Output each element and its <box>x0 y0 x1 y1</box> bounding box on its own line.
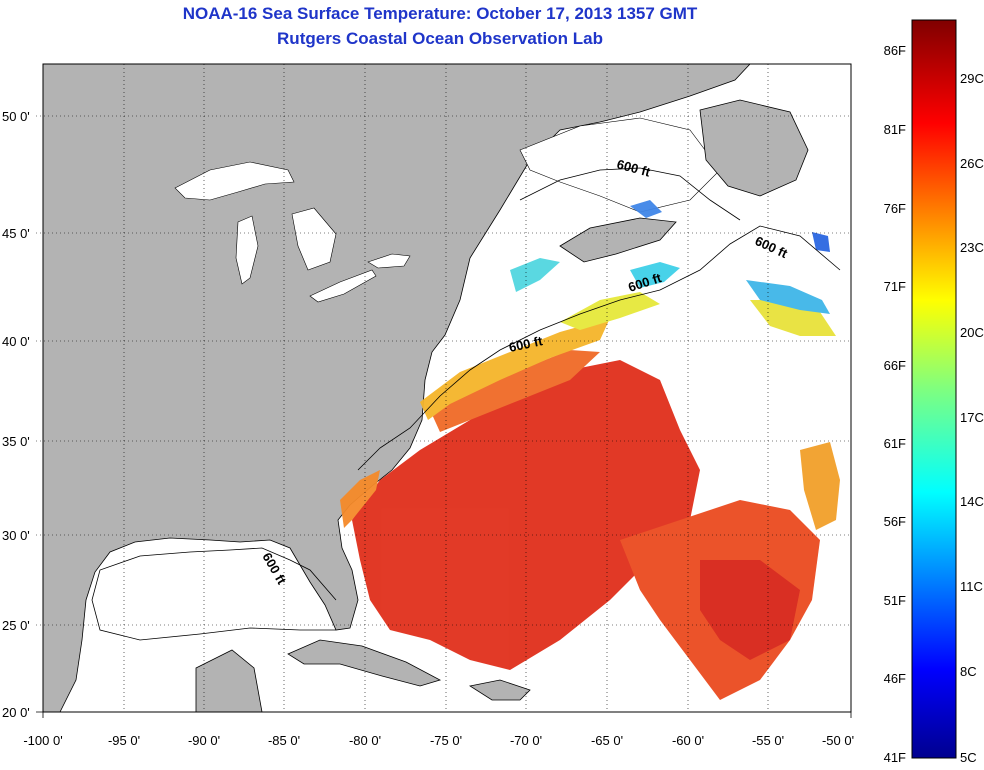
lon-tick-label: -100 0' <box>23 733 62 748</box>
colorbar-f-label: 66F <box>884 358 906 373</box>
colorbar-c-label: 5C <box>960 750 977 765</box>
lon-tick-label: -95 0' <box>108 733 140 748</box>
lon-tick-label: -55 0' <box>752 733 784 748</box>
lake-superior <box>174 161 295 201</box>
colorbar-gradient <box>911 19 957 759</box>
lon-tick-label: -75 0' <box>430 733 462 748</box>
lat-tick-label: 45 0' <box>2 226 30 241</box>
newfoundland-land <box>699 99 809 197</box>
hispaniola-land <box>468 679 531 701</box>
colorbar: 86F 81F 76F 71F 66F 61F 56F 51F 46F 41F … <box>884 19 984 765</box>
lat-tick-label: 40 0' <box>2 334 30 349</box>
colorbar-f-label: 46F <box>884 671 906 686</box>
colorbar-f-label: 61F <box>884 436 906 451</box>
lat-tick-label: 25 0' <box>2 618 30 633</box>
lon-tick-label: -50 0' <box>822 733 854 748</box>
colorbar-c-label: 8C <box>960 664 977 679</box>
cuba-land <box>287 639 442 687</box>
yucatan-land <box>195 649 263 712</box>
colorbar-f-label: 41F <box>884 750 906 765</box>
colorbar-f-label: 71F <box>884 279 906 294</box>
colorbar-c-label: 26C <box>960 156 984 171</box>
lat-tick-label: 30 0' <box>2 528 30 543</box>
colorbar-c-label: 14C <box>960 494 984 509</box>
colorbar-f-label: 51F <box>884 593 906 608</box>
nova-scotia-land <box>559 217 677 263</box>
lon-tick-label: -65 0' <box>591 733 623 748</box>
map-title: NOAA-16 Sea Surface Temperature: October… <box>182 4 698 23</box>
colorbar-f-label: 86F <box>884 43 906 58</box>
map-subtitle: Rutgers Coastal Ocean Observation Lab <box>277 29 603 48</box>
lat-tick-label: 35 0' <box>2 434 30 449</box>
lat-tick-label: 20 0' <box>2 705 30 720</box>
lake-ontario <box>367 253 411 269</box>
colorbar-f-label: 81F <box>884 122 906 137</box>
colorbar-c-label: 23C <box>960 240 984 255</box>
lon-tick-label: -60 0' <box>672 733 704 748</box>
colorbar-c-label: 11C <box>960 579 983 594</box>
lat-tick-label: 50 0' <box>2 109 30 124</box>
colorbar-c-label: 17C <box>960 410 984 425</box>
lon-tick-label: -85 0' <box>268 733 300 748</box>
contour-label: 600 ft <box>508 333 545 355</box>
gulf-of-st-lawrence <box>519 117 721 213</box>
depth-contour-600ft <box>357 225 841 471</box>
colorbar-c-label: 20C <box>960 325 984 340</box>
colorbar-c-label: 29C <box>960 71 984 86</box>
lon-tick-label: -70 0' <box>510 733 542 748</box>
lake-erie <box>309 269 377 303</box>
colorbar-f-label: 76F <box>884 201 906 216</box>
sst-data-layer <box>340 200 840 700</box>
lat-axis: 50 0' 45 0' 40 0' 35 0' 30 0' 25 0' 20 0… <box>2 109 851 720</box>
depth-contour-600ft-north <box>519 167 741 221</box>
lon-tick-label: -90 0' <box>188 733 220 748</box>
lon-tick-label: -80 0' <box>349 733 381 748</box>
lon-axis: -100 0' -95 0' -90 0' -85 0' -80 0' -75 … <box>23 64 854 748</box>
lake-huron <box>291 207 337 271</box>
depth-contour-600ft-gulf <box>91 547 337 641</box>
colorbar-f-label: 56F <box>884 514 906 529</box>
